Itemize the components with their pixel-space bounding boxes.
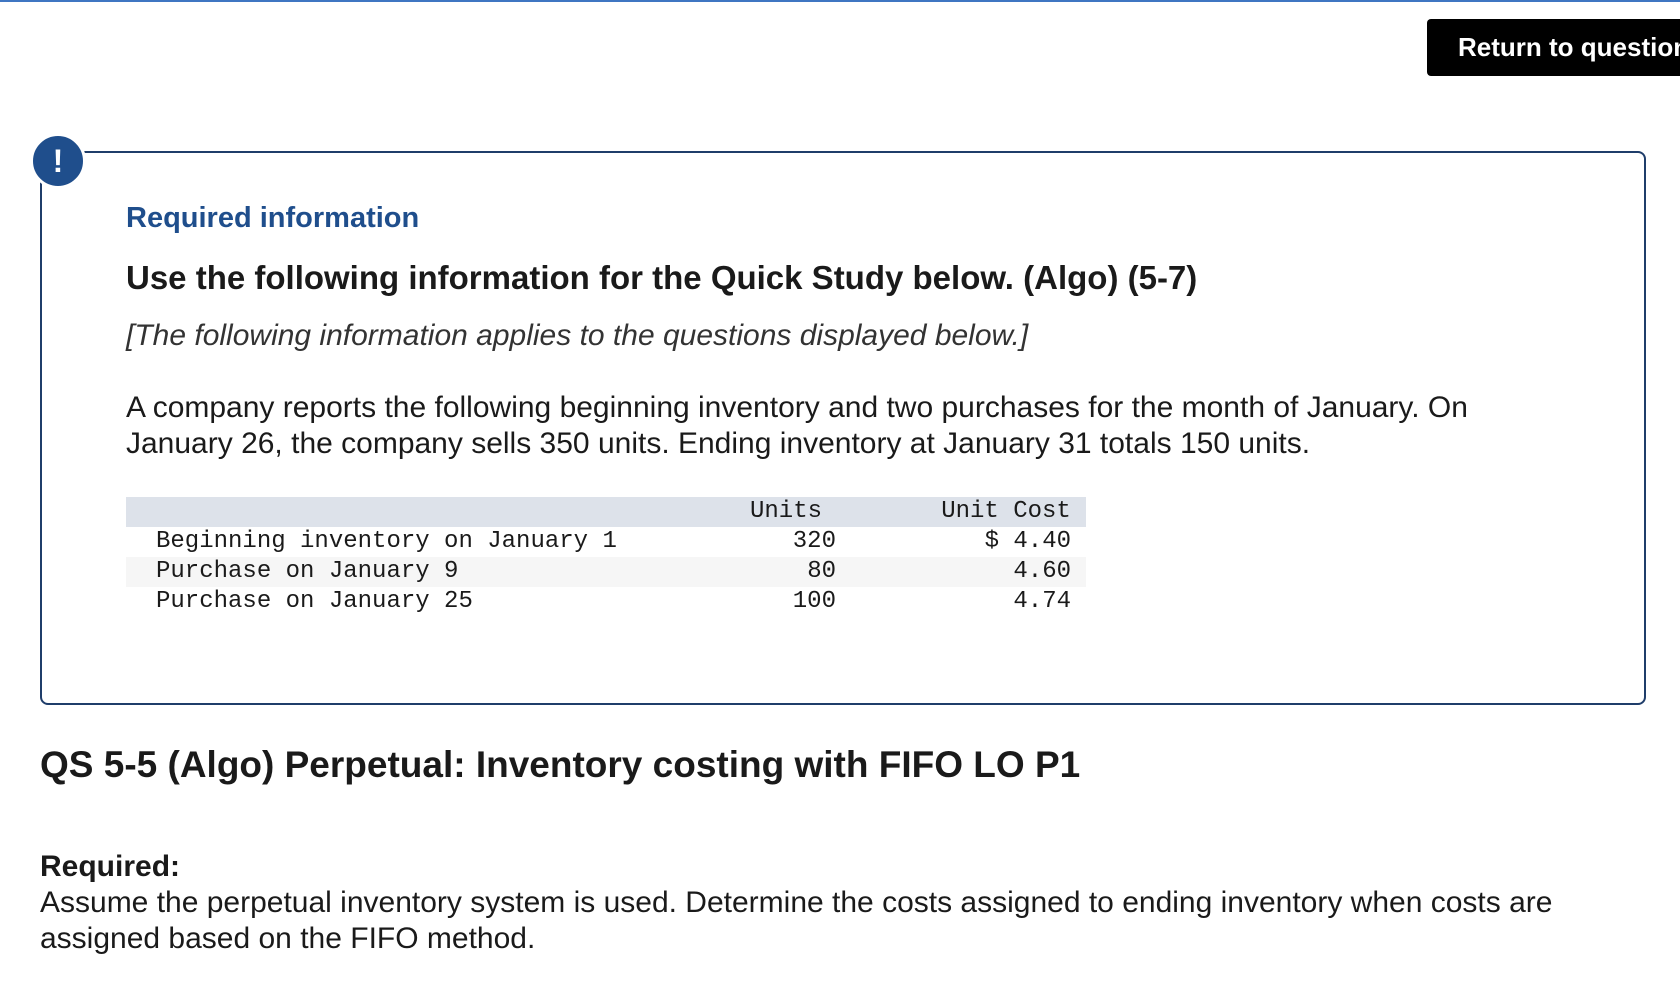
- return-to-question-button[interactable]: Return to question: [1427, 19, 1680, 76]
- exclamation-icon: !: [30, 133, 86, 189]
- info-box-subtitle: [The following information applies to th…: [126, 319, 1029, 352]
- info-box-paragraph: A company reports the following beginnin…: [126, 391, 1468, 460]
- table-header-row: Units Unit Cost: [126, 497, 1086, 527]
- required-information-label: Required information: [126, 202, 420, 234]
- units-column-header: Units: [749, 498, 822, 525]
- row-units: 320: [792, 528, 836, 555]
- required-label: Required:: [40, 850, 181, 883]
- table-row: Purchase on January 25 100 4.74: [126, 587, 1086, 617]
- row-units: 80: [807, 558, 836, 585]
- row-label: Purchase on January 25: [156, 588, 473, 615]
- question-title: QS 5-5 (Algo) Perpetual: Inventory costi…: [40, 744, 1081, 785]
- info-box-title: Use the following information for the Qu…: [126, 259, 1198, 296]
- unit-cost-column-header: Unit Cost: [941, 498, 1071, 525]
- row-label: Beginning inventory on January 1: [156, 528, 617, 555]
- row-unit-cost: 4.60: [1013, 558, 1071, 585]
- row-unit-cost: $ 4.40: [984, 528, 1071, 555]
- row-units: 100: [792, 588, 836, 615]
- inventory-table: Units Unit Cost Beginning inventory on J…: [126, 497, 1086, 617]
- required-information-box: [40, 151, 1646, 705]
- required-instructions: Assume the perpetual inventory system is…: [40, 886, 1553, 955]
- table-row: Purchase on January 9 80 4.60: [126, 557, 1086, 587]
- row-unit-cost: 4.74: [1013, 588, 1071, 615]
- table-row: Beginning inventory on January 1 320 $ 4…: [126, 527, 1086, 557]
- row-label: Purchase on January 9: [156, 558, 459, 585]
- top-divider: [0, 0, 1680, 2]
